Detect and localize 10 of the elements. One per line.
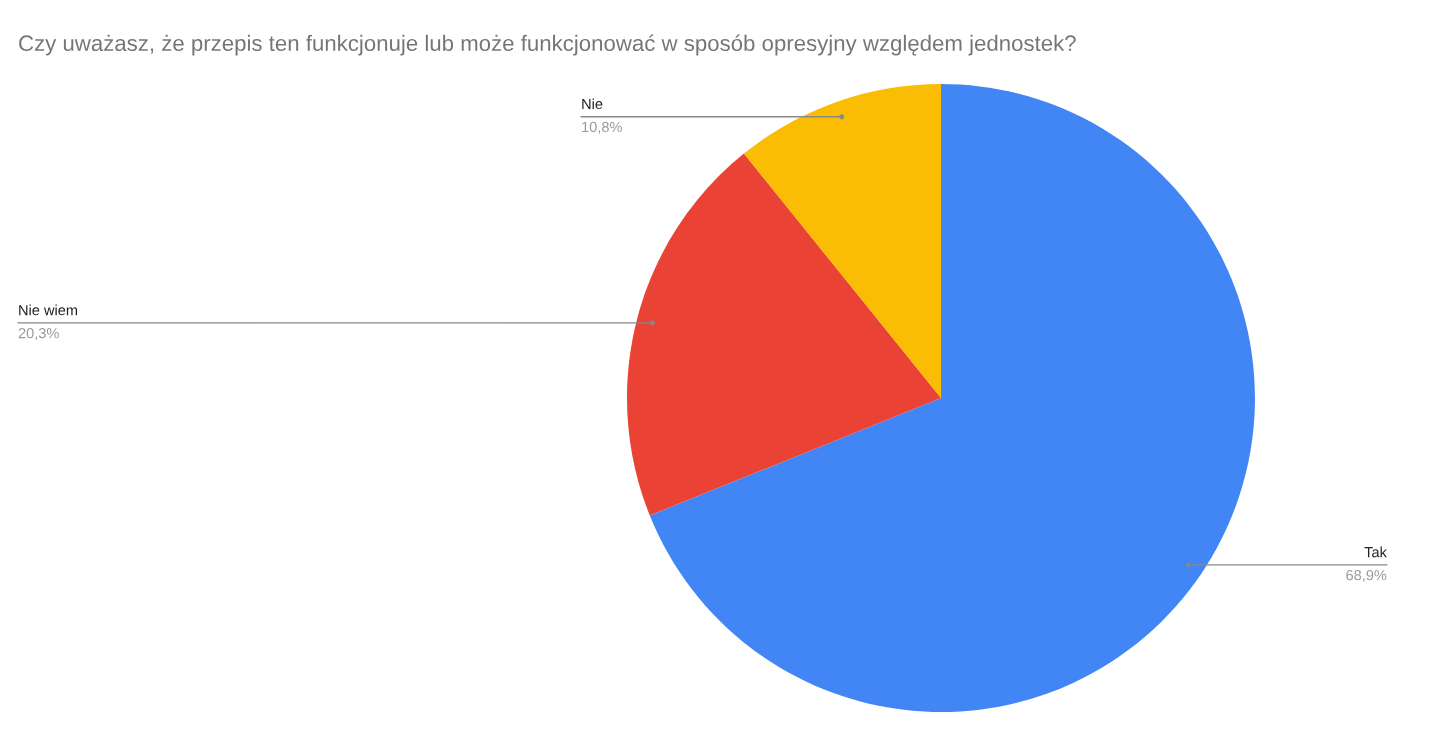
slice-label: Nie wiem [19,304,78,316]
slice-label: Tak [1364,546,1387,558]
data-label: 10,8% [582,121,622,134]
slice-label: Nie [582,98,603,110]
pie-slice [627,153,941,516]
chart-title: Czy uważasz, że przepis ten funkcjonuje lub może funkcjonować w sposób opresyjny względem jednostek? [19,34,1076,56]
pie-slice [649,84,1255,712]
data-label: 20,3% [18,328,59,341]
data-label: 68,9% [1346,569,1387,583]
pie-slice [743,84,941,398]
